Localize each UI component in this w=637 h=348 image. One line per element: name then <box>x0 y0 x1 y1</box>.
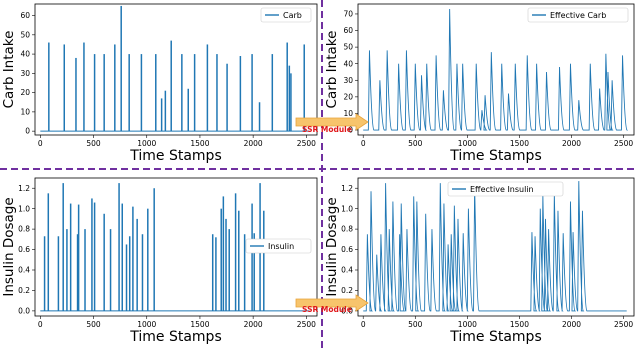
x-tick-label: 2500 <box>614 320 633 329</box>
y-tick-label: 0 <box>348 126 353 135</box>
legend-label: Carb <box>283 11 302 20</box>
x-tick-label: 500 <box>408 139 423 148</box>
effective-insulin-plot-frame <box>357 177 635 317</box>
x-tick-label: 1000 <box>458 320 477 329</box>
x-tick-label: 1500 <box>190 139 209 148</box>
x-axis-label: Time Stamps <box>129 148 222 164</box>
x-tick-label: 2000 <box>562 139 581 148</box>
y-tick-label: 70 <box>343 10 353 19</box>
x-tick-label: 1000 <box>137 320 156 329</box>
x-tick-label: 0 <box>38 139 43 148</box>
x-tick-label: 500 <box>408 320 423 329</box>
effective-insulin-panel: 0 500 1000 1500 2000 2500 0.0 0.2 0.4 0.6 0.8 1.0 1.… <box>324 177 635 345</box>
insulin-plot-frame <box>34 177 318 317</box>
y-axis-label: Insulin Dosage <box>1 197 17 296</box>
module-label-top: SSR Module <box>302 125 352 134</box>
y-tick-label: 10 <box>20 107 30 116</box>
y-tick-label: 30 <box>343 76 353 85</box>
y-tick-label: 20 <box>20 88 30 97</box>
carb-panel: 0 500 1000 1500 2000 2500 0 10 20 30 40 50 60 Time St… <box>1 3 318 164</box>
x-tick-label: 2500 <box>297 320 316 329</box>
x-tick-label: 2500 <box>297 139 316 148</box>
effective-carb-plot-frame <box>357 3 635 136</box>
effective-insulin-legend: Effective Insulin <box>447 181 564 197</box>
carb-legend: Carb <box>260 7 312 23</box>
y-tick-label: 40 <box>20 50 30 59</box>
y-tick-label: 50 <box>20 30 30 39</box>
module-arrow-top: SSR Module <box>295 113 369 134</box>
x-tick-label: 1500 <box>510 320 529 329</box>
legend-label: Effective Insulin <box>470 185 534 194</box>
y-tick-label: 30 <box>20 69 30 78</box>
legend-box <box>245 238 312 254</box>
x-tick-label: 500 <box>86 320 101 329</box>
x-tick-label: 1000 <box>137 139 156 148</box>
x-tick-label: 0 <box>361 320 366 329</box>
x-axis-label: Time Stamps <box>129 329 222 345</box>
y-tick-label: 0.0 <box>341 306 353 315</box>
y-tick-label: 0.4 <box>341 266 353 275</box>
y-tick-label: 0.8 <box>18 225 30 234</box>
y-tick-label: 1.2 <box>341 184 353 193</box>
y-axis-label: Carb Intake <box>324 31 340 109</box>
x-axis-label: Time Stamps <box>449 148 542 164</box>
module-label-bottom: SSR Module <box>302 305 352 314</box>
y-tick-label: 0 <box>25 127 30 136</box>
legend-box <box>447 181 564 197</box>
legend-label: Effective Carb <box>550 11 606 20</box>
legend-box <box>260 7 312 23</box>
y-tick-label: 0.8 <box>341 225 353 234</box>
x-tick-label: 0 <box>361 139 366 148</box>
effective-carb-series-line <box>363 8 629 131</box>
x-tick-label: 2000 <box>244 139 263 148</box>
x-axis-label: Time Stamps <box>449 329 542 345</box>
effective-carb-legend: Effective Carb <box>527 7 629 23</box>
y-tick-label: 60 <box>20 11 30 20</box>
carb-plot-frame <box>34 3 318 136</box>
x-tick-label: 2500 <box>614 139 633 148</box>
y-tick-label: 0.0 <box>18 306 30 315</box>
y-tick-label: 1.0 <box>341 204 353 213</box>
x-tick-label: 2000 <box>244 320 263 329</box>
x-tick-label: 1500 <box>510 139 529 148</box>
y-tick-label: 0.2 <box>18 286 30 295</box>
x-tick-label: 1500 <box>190 320 209 329</box>
legend-label: Insulin <box>268 242 294 251</box>
y-tick-label: 10 <box>343 109 353 118</box>
y-tick-label: 20 <box>343 92 353 101</box>
effective-insulin-series-line <box>363 181 627 312</box>
y-tick-label: 0.4 <box>18 266 30 275</box>
legend-box <box>527 7 629 23</box>
x-tick-label: 1000 <box>458 139 477 148</box>
y-tick-label: 50 <box>343 43 353 52</box>
y-axis-label: Insulin Dosage <box>324 197 340 296</box>
module-arrow-bottom: SSR Module <box>295 294 369 314</box>
insulin-panel: 0 500 1000 1500 2000 2500 0.0 0.2 0.4 0.6 0.8 1.0 1.… <box>1 177 318 345</box>
y-tick-label: 0.6 <box>18 245 30 254</box>
y-tick-label: 0.6 <box>341 245 353 254</box>
x-tick-label: 0 <box>38 320 43 329</box>
y-tick-label: 40 <box>343 59 353 68</box>
insulin-legend: Insulin <box>245 238 312 254</box>
x-tick-label: 500 <box>86 139 101 148</box>
x-tick-label: 2000 <box>562 320 581 329</box>
y-tick-label: 0.2 <box>341 286 353 295</box>
y-tick-label: 60 <box>343 26 353 35</box>
effective-carb-panel: 0 500 1000 1500 2000 2500 0 10 20 30 40 50 60 70 Time … <box>324 3 635 164</box>
y-axis-label: Carb Intake <box>1 31 17 109</box>
y-tick-label: 1.0 <box>18 204 30 213</box>
y-tick-label: 1.2 <box>18 184 30 193</box>
